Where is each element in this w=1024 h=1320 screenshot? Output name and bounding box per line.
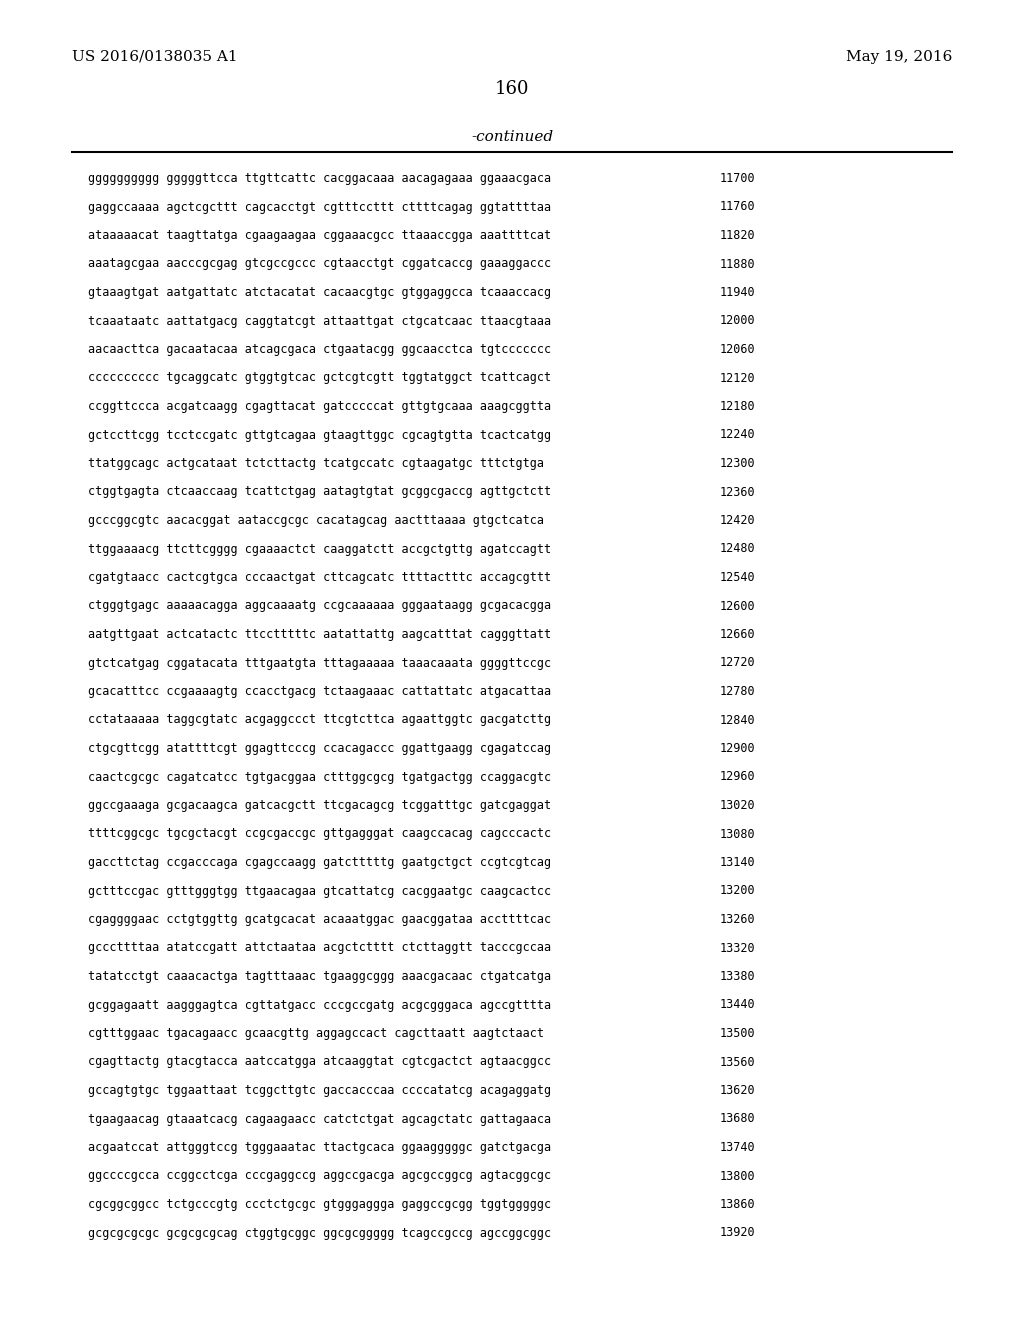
Text: ggccgaaaga gcgacaagca gatcacgctt ttcgacagcg tcggatttgc gatcgaggat: ggccgaaaga gcgacaagca gatcacgctt ttcgaca… — [88, 799, 551, 812]
Text: 13740: 13740 — [720, 1140, 756, 1154]
Text: aaatagcgaa aacccgcgag gtcgccgccc cgtaacctgt cggatcaccg gaaaggaccc: aaatagcgaa aacccgcgag gtcgccgccc cgtaacc… — [88, 257, 551, 271]
Text: 12240: 12240 — [720, 429, 756, 441]
Text: 12720: 12720 — [720, 656, 756, 669]
Text: gccagtgtgc tggaattaat tcggcttgtc gaccacccaa ccccatatcg acagaggatg: gccagtgtgc tggaattaat tcggcttgtc gaccacc… — [88, 1084, 551, 1097]
Text: gtaaagtgat aatgattatc atctacatat cacaacgtgc gtggaggcca tcaaaccacg: gtaaagtgat aatgattatc atctacatat cacaacg… — [88, 286, 551, 300]
Text: 13320: 13320 — [720, 941, 756, 954]
Text: cgatgtaacc cactcgtgca cccaactgat cttcagcatc ttttactttc accagcgttt: cgatgtaacc cactcgtgca cccaactgat cttcagc… — [88, 572, 551, 583]
Text: gcacatttcc ccgaaaagtg ccacctgacg tctaagaaac cattattatc atgacattaa: gcacatttcc ccgaaaagtg ccacctgacg tctaaga… — [88, 685, 551, 698]
Text: 13380: 13380 — [720, 970, 756, 983]
Text: ttatggcagc actgcataat tctcttactg tcatgccatc cgtaagatgc tttctgtga: ttatggcagc actgcataat tctcttactg tcatgcc… — [88, 457, 544, 470]
Text: 12480: 12480 — [720, 543, 756, 556]
Text: gcggagaatt aagggagtca cgttatgacc cccgccgatg acgcgggaca agccgtttta: gcggagaatt aagggagtca cgttatgacc cccgccg… — [88, 998, 551, 1011]
Text: gggggggggg gggggttcca ttgttcattc cacggacaaa aacagagaaa ggaaacgaca: gggggggggg gggggttcca ttgttcattc cacggac… — [88, 172, 551, 185]
Text: gctttccgac gtttgggtgg ttgaacagaa gtcattatcg cacggaatgc caagcactcc: gctttccgac gtttgggtgg ttgaacagaa gtcatta… — [88, 884, 551, 898]
Text: 11700: 11700 — [720, 172, 756, 185]
Text: ctggtgagta ctcaaccaag tcattctgag aatagtgtat gcggcgaccg agttgctctt: ctggtgagta ctcaaccaag tcattctgag aatagtg… — [88, 486, 551, 499]
Text: 11940: 11940 — [720, 286, 756, 300]
Text: gtctcatgag cggatacata tttgaatgta tttagaaaaa taaacaaata ggggttccgc: gtctcatgag cggatacata tttgaatgta tttagaa… — [88, 656, 551, 669]
Text: May 19, 2016: May 19, 2016 — [846, 50, 952, 63]
Text: ccggttccca acgatcaagg cgagttacat gatcccccat gttgtgcaaa aaagcggtta: ccggttccca acgatcaagg cgagttacat gatcccc… — [88, 400, 551, 413]
Text: 12060: 12060 — [720, 343, 756, 356]
Text: 12960: 12960 — [720, 771, 756, 784]
Text: cgaggggaac cctgtggttg gcatgcacat acaaatggac gaacggataa accttttcac: cgaggggaac cctgtggttg gcatgcacat acaaatg… — [88, 913, 551, 927]
Text: acgaatccat attgggtccg tgggaaatac ttactgcaca ggaagggggc gatctgacga: acgaatccat attgggtccg tgggaaatac ttactgc… — [88, 1140, 551, 1154]
Text: US 2016/0138035 A1: US 2016/0138035 A1 — [72, 50, 238, 63]
Text: 13500: 13500 — [720, 1027, 756, 1040]
Text: gcccggcgtc aacacggat aataccgcgc cacatagcag aactttaaaa gtgctcatca: gcccggcgtc aacacggat aataccgcgc cacatagc… — [88, 513, 544, 527]
Text: cgtttggaac tgacagaacc gcaacgttg aggagccact cagcttaatt aagtctaact: cgtttggaac tgacagaacc gcaacgttg aggagcca… — [88, 1027, 544, 1040]
Text: 12780: 12780 — [720, 685, 756, 698]
Text: tgaagaacag gtaaatcacg cagaagaacc catctctgat agcagctatc gattagaaca: tgaagaacag gtaaatcacg cagaagaacc catctct… — [88, 1113, 551, 1126]
Text: 12300: 12300 — [720, 457, 756, 470]
Text: cgagttactg gtacgtacca aatccatgga atcaaggtat cgtcgactct agtaacggcc: cgagttactg gtacgtacca aatccatgga atcaagg… — [88, 1056, 551, 1068]
Text: 13020: 13020 — [720, 799, 756, 812]
Text: 11820: 11820 — [720, 228, 756, 242]
Text: ttggaaaacg ttcttcgggg cgaaaactct caaggatctt accgctgttg agatccagtt: ttggaaaacg ttcttcgggg cgaaaactct caaggat… — [88, 543, 551, 556]
Text: 12000: 12000 — [720, 314, 756, 327]
Text: cctataaaaa taggcgtatc acgaggccct ttcgtcttca agaattggtc gacgatcttg: cctataaaaa taggcgtatc acgaggccct ttcgtct… — [88, 714, 551, 726]
Text: 13440: 13440 — [720, 998, 756, 1011]
Text: gctccttcgg tcctccgatc gttgtcagaa gtaagttggc cgcagtgtta tcactcatgg: gctccttcgg tcctccgatc gttgtcagaa gtaagtt… — [88, 429, 551, 441]
Text: gcgcgcgcgc gcgcgcgcag ctggtgcggc ggcgcggggg tcagccgccg agccggcggc: gcgcgcgcgc gcgcgcgcag ctggtgcggc ggcgcgg… — [88, 1226, 551, 1239]
Text: 11760: 11760 — [720, 201, 756, 214]
Text: 13680: 13680 — [720, 1113, 756, 1126]
Text: ctgggtgagc aaaaacagga aggcaaaatg ccgcaaaaaa gggaataagg gcgacacgga: ctgggtgagc aaaaacagga aggcaaaatg ccgcaaa… — [88, 599, 551, 612]
Text: 12900: 12900 — [720, 742, 756, 755]
Text: 160: 160 — [495, 81, 529, 98]
Text: gcccttttaa atatccgatt attctaataa acgctctttt ctcttaggtt tacccgccaa: gcccttttaa atatccgatt attctaataa acgctct… — [88, 941, 551, 954]
Text: ttttcggcgc tgcgctacgt ccgcgaccgc gttgagggat caagccacag cagcccactc: ttttcggcgc tgcgctacgt ccgcgaccgc gttgagg… — [88, 828, 551, 841]
Text: 13080: 13080 — [720, 828, 756, 841]
Text: 13260: 13260 — [720, 913, 756, 927]
Text: 11880: 11880 — [720, 257, 756, 271]
Text: 12660: 12660 — [720, 628, 756, 642]
Text: 12840: 12840 — [720, 714, 756, 726]
Text: 13860: 13860 — [720, 1199, 756, 1210]
Text: 12540: 12540 — [720, 572, 756, 583]
Text: 12420: 12420 — [720, 513, 756, 527]
Text: 13140: 13140 — [720, 855, 756, 869]
Text: gaggccaaaa agctcgcttt cagcacctgt cgtttccttt cttttcagag ggtattttaa: gaggccaaaa agctcgcttt cagcacctgt cgtttcc… — [88, 201, 551, 214]
Text: caactcgcgc cagatcatcc tgtgacggaa ctttggcgcg tgatgactgg ccaggacgtc: caactcgcgc cagatcatcc tgtgacggaa ctttggc… — [88, 771, 551, 784]
Text: gaccttctag ccgacccaga cgagccaagg gatctttttg gaatgctgct ccgtcgtcag: gaccttctag ccgacccaga cgagccaagg gatcttt… — [88, 855, 551, 869]
Text: cgcggcggcc tctgcccgtg ccctctgcgc gtgggaggga gaggccgcgg tggtgggggc: cgcggcggcc tctgcccgtg ccctctgcgc gtgggag… — [88, 1199, 551, 1210]
Text: -continued: -continued — [471, 129, 553, 144]
Text: ctgcgttcgg atattttcgt ggagttcccg ccacagaccc ggattgaagg cgagatccag: ctgcgttcgg atattttcgt ggagttcccg ccacaga… — [88, 742, 551, 755]
Text: aatgttgaat actcatactc ttcctttttc aatattattg aagcatttat cagggttatt: aatgttgaat actcatactc ttcctttttc aatatta… — [88, 628, 551, 642]
Text: tcaaataatc aattatgacg caggtatcgt attaattgat ctgcatcaac ttaacgtaaa: tcaaataatc aattatgacg caggtatcgt attaatt… — [88, 314, 551, 327]
Text: aacaacttca gacaatacaa atcagcgaca ctgaatacgg ggcaacctca tgtccccccc: aacaacttca gacaatacaa atcagcgaca ctgaata… — [88, 343, 551, 356]
Text: 12600: 12600 — [720, 599, 756, 612]
Text: cccccccccc tgcaggcatc gtggtgtcac gctcgtcgtt tggtatggct tcattcagct: cccccccccc tgcaggcatc gtggtgtcac gctcgtc… — [88, 371, 551, 384]
Text: 12120: 12120 — [720, 371, 756, 384]
Text: 13620: 13620 — [720, 1084, 756, 1097]
Text: tatatcctgt caaacactga tagtttaaac tgaaggcggg aaacgacaac ctgatcatga: tatatcctgt caaacactga tagtttaaac tgaaggc… — [88, 970, 551, 983]
Text: 13920: 13920 — [720, 1226, 756, 1239]
Text: 13800: 13800 — [720, 1170, 756, 1183]
Text: ggccccgcca ccggcctcga cccgaggccg aggccgacga agcgccggcg agtacggcgc: ggccccgcca ccggcctcga cccgaggccg aggccga… — [88, 1170, 551, 1183]
Text: 12360: 12360 — [720, 486, 756, 499]
Text: 13560: 13560 — [720, 1056, 756, 1068]
Text: 13200: 13200 — [720, 884, 756, 898]
Text: 12180: 12180 — [720, 400, 756, 413]
Text: ataaaaacat taagttatga cgaagaagaa cggaaacgcc ttaaaccgga aaattttcat: ataaaaacat taagttatga cgaagaagaa cggaaac… — [88, 228, 551, 242]
